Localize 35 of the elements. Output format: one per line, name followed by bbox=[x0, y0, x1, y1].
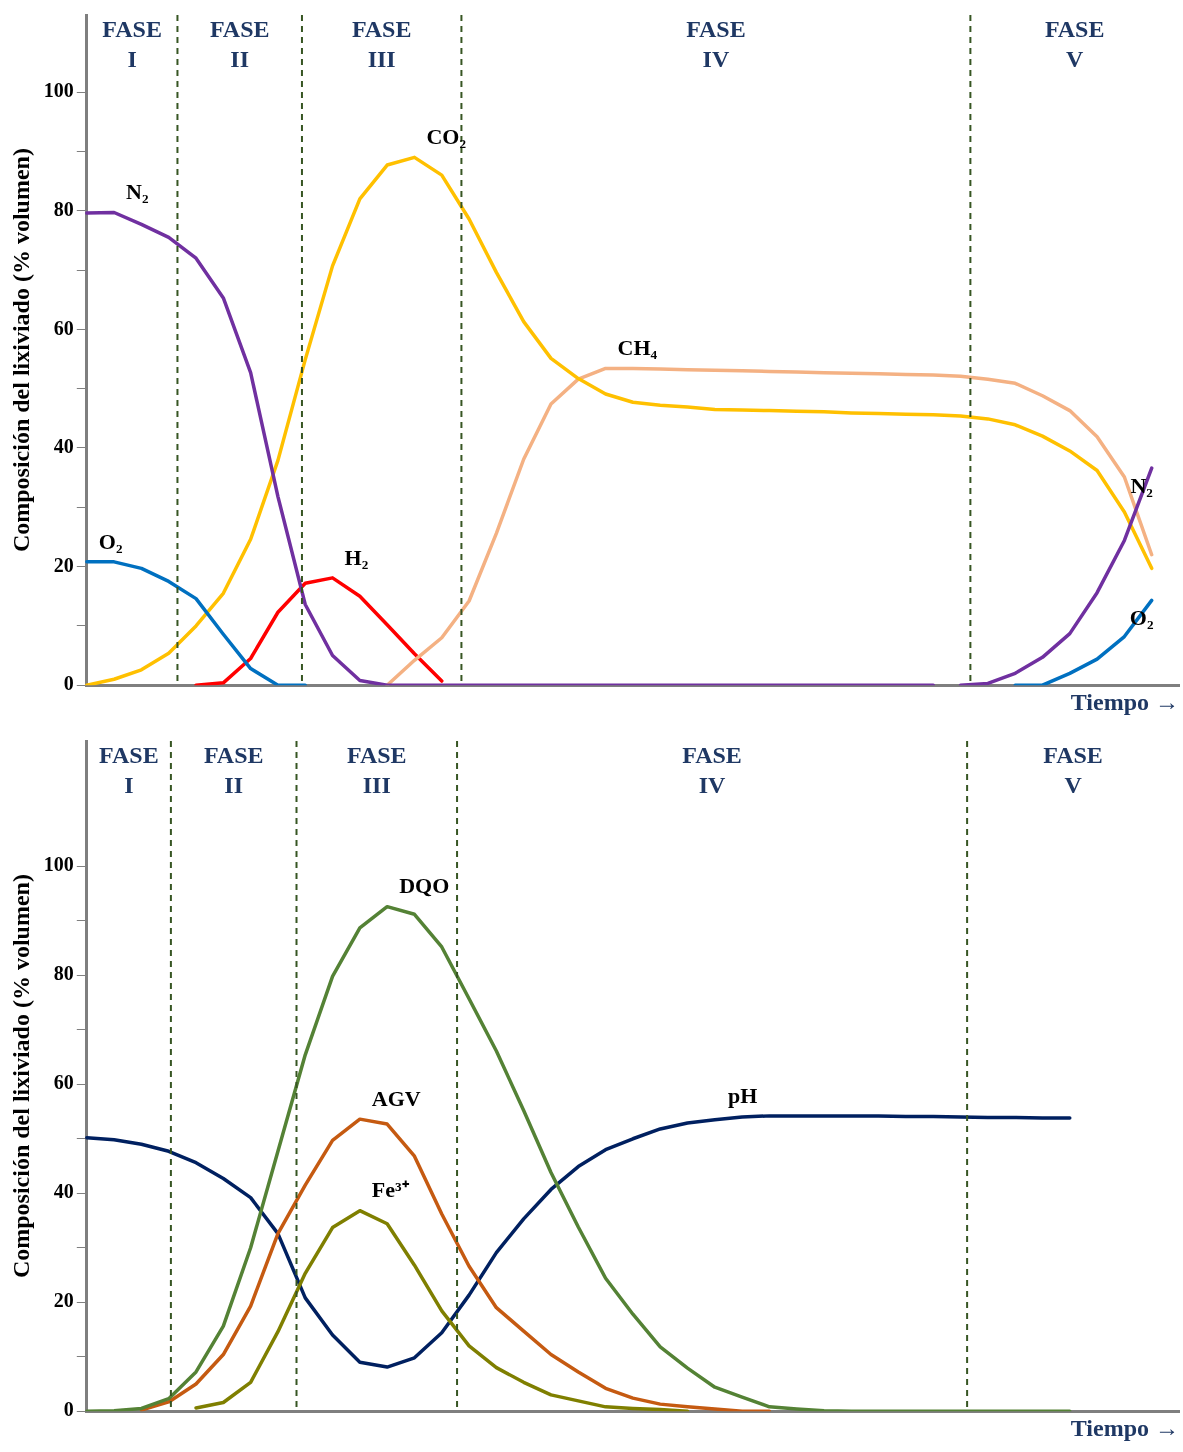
y-tick-label: 80 bbox=[53, 197, 74, 220]
x-axis-title: Tiempo → bbox=[1070, 688, 1179, 715]
y-tick-label: 60 bbox=[53, 1071, 74, 1094]
annotation: FASE V bbox=[1043, 742, 1103, 799]
y-tick-label: 60 bbox=[53, 316, 74, 339]
annotation: FASE IV bbox=[682, 742, 742, 799]
y-tick-label: 40 bbox=[53, 435, 74, 458]
y-tick-label: 0 bbox=[63, 672, 74, 695]
x-axis-title: Tiempo → bbox=[1070, 1414, 1179, 1441]
annotation: FASE II bbox=[203, 742, 264, 799]
annotation: FASE I bbox=[99, 742, 159, 799]
y-tick-label: 100 bbox=[43, 79, 74, 102]
series-label: AGV bbox=[371, 1085, 421, 1111]
series-label: pH bbox=[728, 1082, 758, 1108]
y-tick-label: 80 bbox=[53, 962, 74, 985]
annotation: FASE IV bbox=[686, 16, 746, 73]
y-tick-label: 100 bbox=[43, 853, 74, 876]
annotation: FASE III bbox=[346, 742, 407, 799]
series-label: DQO bbox=[399, 873, 450, 899]
annotation: FASE V bbox=[1044, 16, 1105, 73]
annotation: FASE I bbox=[102, 16, 162, 73]
y-tick-label: 0 bbox=[63, 1398, 74, 1421]
y-axis-title: Composición del lixiviado (% volumen) bbox=[7, 148, 34, 553]
y-tick-label: 40 bbox=[53, 1180, 74, 1203]
annotation: FASE II bbox=[209, 16, 270, 73]
series-label: O₂ bbox=[98, 528, 123, 554]
series-label: H₂ bbox=[344, 544, 369, 570]
annotation: FASE III bbox=[351, 16, 412, 73]
series-label: Fe³⁺ bbox=[371, 1177, 410, 1203]
y-tick-label: 20 bbox=[53, 1289, 74, 1312]
y-axis-title: Composición del lixiviado (% volumen) bbox=[7, 874, 34, 1279]
y-tick-label: 20 bbox=[53, 553, 74, 576]
series-label: CO₂ bbox=[426, 124, 467, 150]
series-label: CH₄ bbox=[617, 335, 658, 361]
series-label: N₂ bbox=[126, 179, 149, 205]
